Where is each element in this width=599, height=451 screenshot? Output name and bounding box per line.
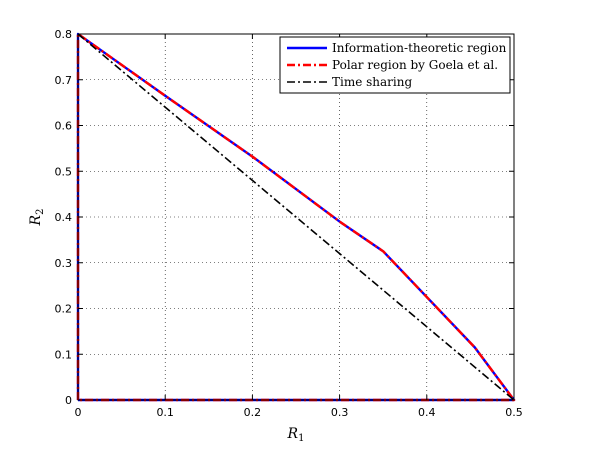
y-tick-label: 0 bbox=[65, 394, 72, 407]
legend-box bbox=[279, 36, 511, 94]
y-tick-label: 0.8 bbox=[55, 28, 73, 41]
ticks: 0 0.1 0.2 0.3 0.4 0.5 0 0.1 0.2 0.3 0.4 0.5 0.6 0.7 0.… bbox=[55, 28, 523, 419]
y-tick-label: 0.6 bbox=[55, 120, 73, 133]
series-layer bbox=[76, 32, 516, 402]
x-tick-label: 0.4 bbox=[418, 406, 436, 419]
y-axis-label: R2 bbox=[28, 209, 46, 227]
series-line-2 bbox=[76, 32, 516, 402]
y-tick-label: 0.4 bbox=[55, 211, 73, 224]
legend-label-3: Time sharing bbox=[332, 75, 412, 89]
series-line-3 bbox=[77, 33, 515, 401]
y-tick-label: 0.7 bbox=[55, 74, 73, 87]
x-tick-label: 0.2 bbox=[244, 406, 262, 419]
legend-label-1: Information-theoretic region bbox=[332, 41, 507, 55]
y-tick-label: 0.3 bbox=[55, 257, 73, 270]
legend-label-2: Polar region by Goela et al. bbox=[332, 58, 498, 72]
y-tick-label: 0.5 bbox=[55, 165, 73, 178]
x-tick-label: 0.5 bbox=[505, 406, 523, 419]
x-tick-label: 0.3 bbox=[331, 406, 349, 419]
y-tick-label: 0.1 bbox=[55, 348, 73, 361]
x-tick-label: 0.1 bbox=[156, 406, 174, 419]
y-tick-label: 0.2 bbox=[55, 303, 73, 316]
legend: Information-theoretic region Polar region… bbox=[279, 36, 511, 94]
x-tick-label: 0 bbox=[75, 406, 82, 419]
x-axis-label: R1 bbox=[287, 426, 305, 444]
